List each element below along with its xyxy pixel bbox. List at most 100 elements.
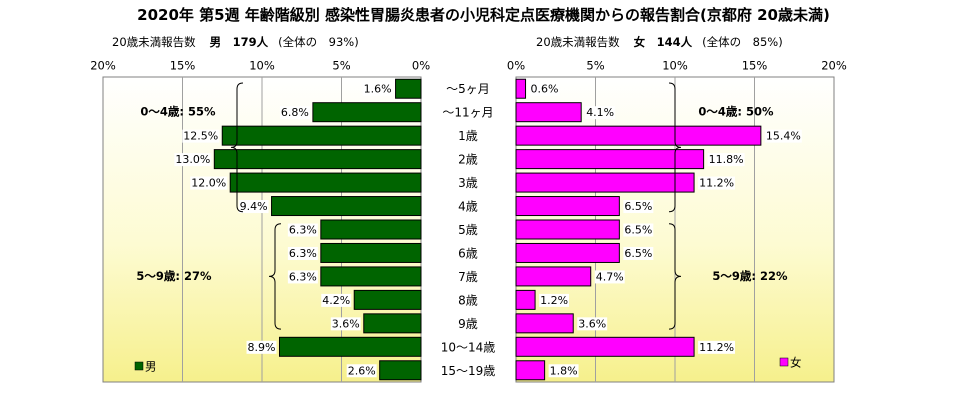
female-annotation-bracket <box>668 223 682 330</box>
female-data-label-bg <box>623 200 654 214</box>
female-x-tick-label: 10% <box>662 59 688 73</box>
female-bar <box>515 149 705 170</box>
male-bar <box>395 78 422 99</box>
female-data-label: 11.2% <box>699 177 734 190</box>
age-category-label: 10～14歳 <box>441 340 496 354</box>
male-data-label-bg <box>362 82 393 96</box>
female-data-label: 1.8% <box>550 364 578 377</box>
female-data-label: 6.5% <box>624 224 652 237</box>
chart-title: 2020年 第5週 年齢階級別 感染性胃腸炎患者の小児科定点医療機関からの報告割… <box>137 6 830 24</box>
male-data-label: 13.0% <box>175 153 210 166</box>
age-category-label: 15～19歳 <box>441 364 496 378</box>
age-category-label: 8歳 <box>458 293 478 307</box>
female-annotation-bracket <box>668 82 682 213</box>
female-data-label: 3.6% <box>578 317 606 330</box>
age-category-label: 7歳 <box>458 270 478 284</box>
male-x-tick-label: 10% <box>249 59 275 73</box>
female-bar <box>515 360 546 381</box>
male-data-label-bg <box>279 106 310 120</box>
female-legend-swatch <box>779 357 789 367</box>
male-x-tick-label: 5% <box>332 59 350 73</box>
female-bar <box>515 242 620 263</box>
age-category-label: ～11ヶ月 <box>442 106 493 120</box>
age-category-label: 4歳 <box>458 200 478 214</box>
male-data-label-bg <box>182 129 220 143</box>
female-data-label-bg <box>539 293 570 307</box>
female-x-tick-label: 5% <box>586 59 604 73</box>
female-header-count: 女 144人 <box>633 35 693 49</box>
female-header-share: (全体の 85%) <box>702 35 783 49</box>
male-data-label-bg <box>238 200 269 214</box>
male-data-label: 6.3% <box>289 224 317 237</box>
male-header-share: (全体の 93%) <box>278 35 359 49</box>
female-annotation-label: 0～4歳: 50% <box>698 105 774 119</box>
male-data-label-bg <box>287 270 318 284</box>
age-category-label: 2歳 <box>458 153 478 167</box>
male-bar <box>320 242 422 263</box>
age-category-label: 9歳 <box>458 317 478 331</box>
male-bar <box>363 313 422 334</box>
male-data-label-bg <box>330 317 361 331</box>
female-x-tick-label: 15% <box>742 59 768 73</box>
female-data-label-bg <box>623 223 654 237</box>
male-annotation-label: 0～4歳: 55% <box>140 105 216 119</box>
female-data-label-bg <box>585 106 616 120</box>
female-bar <box>515 172 695 193</box>
male-annotation-bracket <box>268 223 282 330</box>
female-bar <box>515 196 620 217</box>
male-x-tick-label: 20% <box>90 59 116 73</box>
male-data-label-bg <box>321 293 352 307</box>
male-data-label: 6.8% <box>281 106 309 119</box>
male-bar <box>213 149 422 170</box>
male-x-tick-label: 15% <box>170 59 196 73</box>
male-bar <box>320 266 422 287</box>
male-bar <box>221 125 422 146</box>
female-bar <box>515 125 762 146</box>
female-x-tick-label: 20% <box>821 59 847 73</box>
male-header: 20歳未満報告数男 179人 (全体の 93%) <box>112 34 359 50</box>
male-legend-swatch <box>134 361 144 371</box>
female-x-tick-label: 0% <box>507 59 525 73</box>
male-data-label: 12.0% <box>191 177 226 190</box>
female-data-label-bg <box>764 129 802 143</box>
female-data-label-bg <box>707 153 745 167</box>
male-header-count: 男 179人 <box>209 35 269 49</box>
male-data-label: 6.3% <box>289 247 317 260</box>
male-data-label-bg <box>190 176 228 190</box>
female-data-label: 11.8% <box>709 153 744 166</box>
male-data-label-bg <box>287 223 318 237</box>
male-data-label-bg <box>174 153 212 167</box>
female-bar <box>515 219 620 240</box>
male-data-label-bg <box>246 340 277 354</box>
age-category-label: 5歳 <box>458 223 478 237</box>
male-data-label: 8.9% <box>248 341 276 354</box>
male-data-label: 1.6% <box>364 83 392 96</box>
male-bar <box>320 219 422 240</box>
female-header-label: 20歳未満報告数 <box>536 35 620 49</box>
male-bar <box>379 360 422 381</box>
male-x-tick-label: 0% <box>412 59 430 73</box>
age-category-label: ～5ヶ月 <box>446 82 490 96</box>
female-data-label: 15.4% <box>766 130 801 143</box>
male-header-label: 20歳未満報告数 <box>112 35 196 49</box>
male-bar <box>229 172 422 193</box>
female-data-label: 0.6% <box>531 83 559 96</box>
male-data-label: 2.6% <box>348 364 376 377</box>
female-data-label-bg <box>698 176 736 190</box>
female-data-label: 4.7% <box>596 270 624 283</box>
female-bar <box>515 266 592 287</box>
male-data-label: 12.5% <box>183 130 218 143</box>
female-data-label-bg <box>698 340 736 354</box>
male-bar <box>312 102 422 123</box>
female-header: 20歳未満報告数女 144人 (全体の 85%) <box>536 34 783 50</box>
age-category-label: 3歳 <box>458 176 478 190</box>
female-data-label: 11.2% <box>699 341 734 354</box>
male-bar <box>353 289 422 310</box>
female-bar <box>515 78 527 99</box>
female-data-label: 4.1% <box>586 106 614 119</box>
female-data-label-bg <box>548 364 579 378</box>
male-annotation-bracket <box>230 82 244 213</box>
female-annotation-label: 5～9歳: 22% <box>712 269 788 283</box>
